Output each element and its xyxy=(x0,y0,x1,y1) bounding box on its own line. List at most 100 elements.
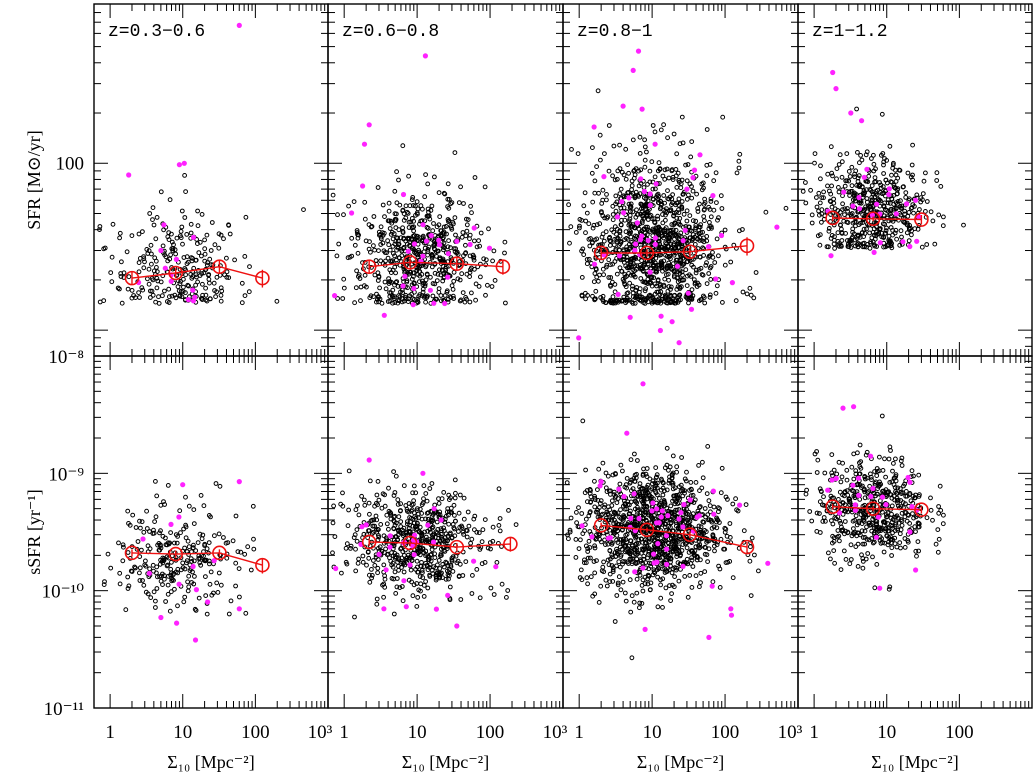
data-point xyxy=(700,459,705,465)
data-point xyxy=(809,212,815,218)
data-point xyxy=(607,243,613,248)
data-point xyxy=(872,175,878,181)
data-point xyxy=(230,538,236,544)
data-point xyxy=(419,560,424,565)
data-point xyxy=(606,257,612,263)
data-point xyxy=(413,203,418,209)
data-point xyxy=(660,173,666,179)
data-point xyxy=(624,476,630,481)
data-point xyxy=(344,541,350,547)
data-point xyxy=(432,270,438,276)
data-point xyxy=(601,272,606,278)
data-point xyxy=(684,196,690,202)
data-point xyxy=(611,143,617,149)
data-point xyxy=(354,268,360,274)
data-point xyxy=(191,521,197,526)
data-point xyxy=(637,605,642,611)
data-point xyxy=(847,174,853,179)
outlier-point xyxy=(376,551,382,558)
data-point xyxy=(574,520,579,526)
outlier-point xyxy=(333,565,339,572)
outlier-point xyxy=(871,249,877,255)
data-point xyxy=(828,144,834,150)
data-point xyxy=(704,260,709,266)
data-point xyxy=(117,286,122,292)
data-point xyxy=(674,185,680,190)
data-point xyxy=(372,247,378,253)
data-point xyxy=(689,287,695,293)
data-point xyxy=(497,516,503,521)
data-point xyxy=(403,215,409,221)
data-point xyxy=(436,222,442,228)
outlier-point xyxy=(691,167,698,173)
data-point xyxy=(343,545,349,551)
outlier-point xyxy=(176,581,182,587)
data-point xyxy=(378,242,384,247)
data-point xyxy=(413,251,419,256)
data-point xyxy=(141,265,147,271)
data-point xyxy=(840,201,845,207)
data-point xyxy=(718,490,724,496)
median-point xyxy=(495,259,511,274)
data-point xyxy=(736,158,742,164)
data-point xyxy=(417,279,422,285)
data-point xyxy=(166,300,172,305)
data-point xyxy=(341,285,347,291)
outlier-point xyxy=(411,241,418,247)
data-point xyxy=(504,595,509,600)
data-point xyxy=(138,525,143,531)
data-point xyxy=(836,185,841,190)
data-point xyxy=(839,159,845,165)
outlier-point xyxy=(674,263,681,269)
data-point xyxy=(374,299,379,305)
data-point xyxy=(467,299,473,305)
data-point xyxy=(920,191,926,197)
data-point xyxy=(478,274,483,280)
outlier-point xyxy=(411,285,417,292)
outlier-point xyxy=(430,539,437,545)
data-point xyxy=(423,299,429,305)
data-point xyxy=(415,296,421,302)
data-point xyxy=(573,537,579,542)
data-point xyxy=(909,162,915,168)
outlier-point xyxy=(576,335,582,341)
data-point xyxy=(737,151,743,157)
data-point xyxy=(242,254,248,259)
data-point xyxy=(404,241,410,247)
data-point xyxy=(855,150,860,155)
outlier-point xyxy=(381,606,387,612)
data-point xyxy=(441,490,447,495)
data-point xyxy=(716,253,721,259)
data-point xyxy=(452,477,458,483)
data-point xyxy=(630,137,636,143)
data-point xyxy=(378,522,384,527)
data-point xyxy=(421,594,427,599)
data-point xyxy=(906,238,912,244)
data-point xyxy=(435,562,440,568)
outlier-point xyxy=(904,201,910,207)
data-point xyxy=(569,147,574,152)
data-point xyxy=(301,207,306,213)
data-point xyxy=(653,186,658,192)
data-point xyxy=(418,203,424,209)
data-point xyxy=(578,537,583,543)
data-point xyxy=(374,596,380,602)
outlier-point xyxy=(886,186,892,192)
data-point xyxy=(881,171,886,176)
panel-title: z=0.8−1 xyxy=(577,22,653,42)
outlier-point xyxy=(423,238,430,244)
data-point xyxy=(411,203,416,208)
data-point xyxy=(583,516,589,522)
data-point xyxy=(109,254,115,260)
data-point xyxy=(341,276,347,282)
data-point xyxy=(447,584,453,590)
data-point xyxy=(153,236,159,242)
data-point xyxy=(216,231,222,237)
data-point xyxy=(346,468,352,474)
outlier-point xyxy=(641,188,648,195)
data-point xyxy=(239,300,245,306)
data-point xyxy=(354,538,360,544)
data-point xyxy=(589,170,595,176)
outlier-point xyxy=(454,623,460,629)
data-point xyxy=(486,226,491,232)
